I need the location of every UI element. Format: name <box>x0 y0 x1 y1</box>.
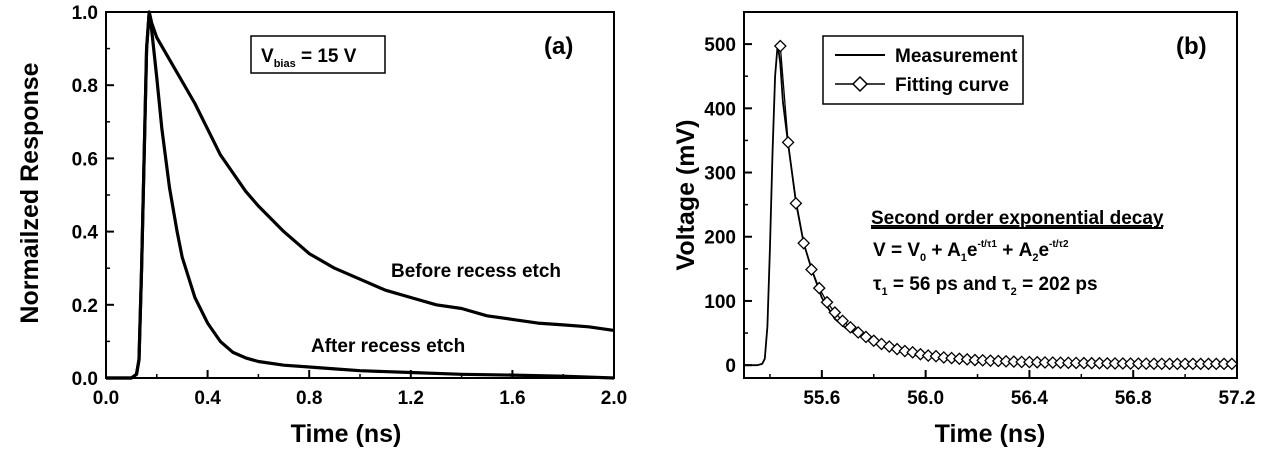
chart-a-x-tick-label: 0.8 <box>296 388 322 409</box>
chart-a-x-tick-label: 0.0 <box>93 388 119 409</box>
chart-b-fitting-point <box>914 347 927 361</box>
chart-a-y-tick-label: 0.6 <box>72 149 98 170</box>
chart-a-panel-label: (a) <box>544 33 573 60</box>
chart-a-y-tick-label: 0.8 <box>72 76 98 97</box>
chart-b-legend-marker-fitting <box>851 75 869 93</box>
chart-b-fitting-point <box>906 345 920 359</box>
chart-a-x-tick-label: 1.6 <box>499 388 525 409</box>
chart-b-fitting-point <box>921 349 935 362</box>
chart-b-fitting-point <box>851 325 865 339</box>
chart-b-y-tick-label: 400 <box>704 99 736 120</box>
chart-b-fitting-point <box>859 330 873 344</box>
chart-a-series-label-after: After recess etch <box>311 336 465 357</box>
chart-b-fitting-point <box>781 135 795 149</box>
chart-b-legend-label-fitting: Fitting curve <box>895 75 1009 96</box>
chart-a-x-tick-label: 0.4 <box>194 388 221 409</box>
chart-b-fitting-point <box>1225 357 1239 371</box>
chart-b-fitting-point <box>945 351 958 365</box>
chart-a-y-tick-label: 0.4 <box>72 223 99 244</box>
chart-b-fitting-point <box>867 334 881 348</box>
chart-b-fitting-point <box>789 196 803 210</box>
chart-a-y-tick-label: 1.0 <box>72 3 98 24</box>
chart-b-x-tick-label: 57.2 <box>1219 388 1256 409</box>
chart-b-x-tick-label: 56.4 <box>1011 388 1048 409</box>
chart-b-annotation-taus: τ1 = 56 ps and τ2 = 202 ps <box>873 274 1098 298</box>
chart-b-legend-box <box>822 35 1024 105</box>
chart-b-fitting-point <box>820 295 834 309</box>
chart-b-fitting-point <box>805 263 818 276</box>
chart-b: 55.6 56.0 56.4 56.8 57.2 0 100 200 300 400 500 (b)… <box>672 11 1256 448</box>
chart-b-plot-frame <box>743 11 1238 379</box>
chart-b-y-tick-label: 100 <box>704 292 736 313</box>
chart-b-y-tick-label: 0 <box>725 356 736 377</box>
chart-b-y-tick-label: 300 <box>704 164 736 185</box>
chart-b-annotation-heading: Second order exponential decay <box>871 208 1164 229</box>
chart-b-fitting-point <box>898 344 912 358</box>
chart-a-y-tick-label: 0.2 <box>72 296 98 317</box>
chart-b-fitting-point <box>812 281 826 295</box>
chart-b-fitting-point <box>937 351 951 364</box>
chart-a-series-label-before: Before recess etch <box>391 261 561 282</box>
chart-a-x-tick-label: 2.0 <box>601 388 627 409</box>
chart-a-x-axis-label: Time (ns) <box>291 420 402 448</box>
chart-b-y-axis-label: Voltage (mV) <box>672 120 700 271</box>
chart-b-fitting-point <box>797 236 811 250</box>
chart-b-fitting-point <box>773 39 787 53</box>
chart-b-fitting-point <box>836 314 850 328</box>
chart-a-y-axis-label: Normailzed Response <box>16 62 44 323</box>
chart-b-fitting-point <box>929 349 943 363</box>
chart-b-x-tick-label: 56.0 <box>907 388 944 409</box>
chart-b-fitting-point <box>828 306 842 319</box>
chart-b-y-tick-label: 200 <box>704 228 736 249</box>
chart-b-legend: Measurement Fitting curve <box>822 35 1024 105</box>
chart-a-y-tick-label: 0.0 <box>72 369 98 390</box>
chart-a-x-tick-label: 1.2 <box>398 388 424 409</box>
chart-a: 0.0 0.4 0.8 1.2 1.6 2.0 0.0 0.2 0.4 0.6 0.8 1.0 (a)… <box>16 3 627 448</box>
chart-a-series-line-after <box>106 10 615 380</box>
chart-b-x-tick-label: 55.6 <box>803 388 840 409</box>
chart-b-fitting-point <box>843 320 857 334</box>
chart-b-x-axis-label: Time (ns) <box>935 420 1046 448</box>
chart-b-x-tick-label: 56.8 <box>1115 388 1152 409</box>
chart-b-legend-label-measurement: Measurement <box>895 46 1018 67</box>
chart-b-annotation-equation: V = V0 + A1e-t/τ1 + A2e-t/τ2 <box>873 239 1069 264</box>
chart-b-panel-label: (b) <box>1176 33 1207 60</box>
chart-a-bias-annotation: Vbias = 15 V <box>261 46 357 70</box>
chart-a-bias-box <box>250 35 386 74</box>
chart-b-y-tick-label: 500 <box>704 35 736 56</box>
chart-a-plot-frame <box>105 11 615 379</box>
chart-b-fitting-point <box>960 352 974 366</box>
chart-b-fitting-point <box>952 352 966 366</box>
